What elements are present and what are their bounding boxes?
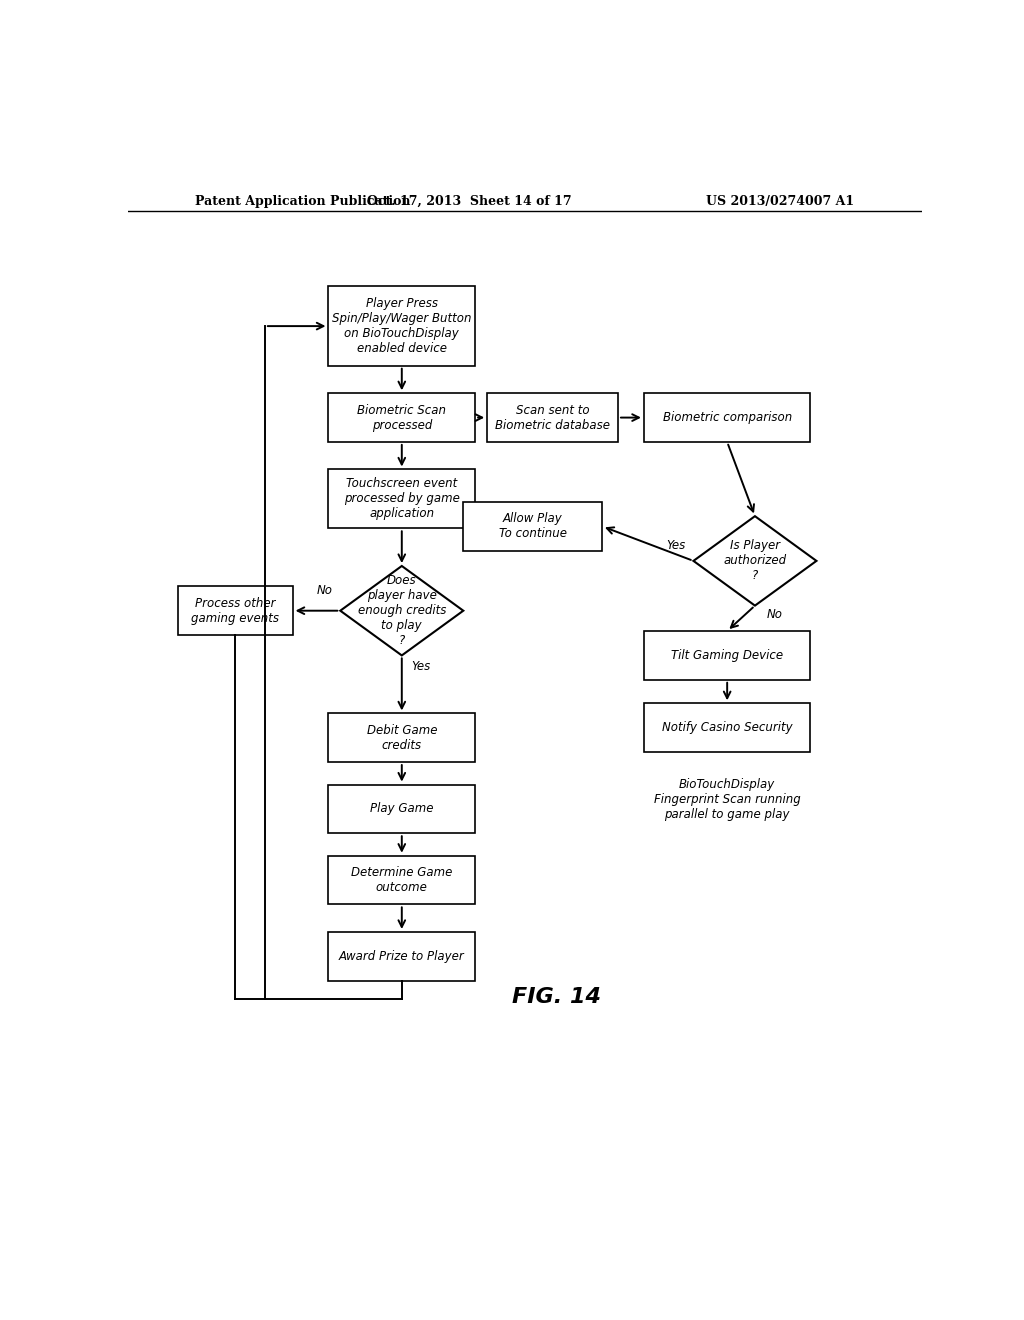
FancyBboxPatch shape bbox=[644, 704, 811, 752]
Text: No: No bbox=[767, 607, 783, 620]
Text: Touchscreen event
processed by game
application: Touchscreen event processed by game appl… bbox=[344, 478, 460, 520]
Text: Is Player
authorized
?: Is Player authorized ? bbox=[723, 540, 786, 582]
Text: Process other
gaming events: Process other gaming events bbox=[191, 597, 280, 624]
Text: No: No bbox=[316, 585, 333, 598]
Text: Yes: Yes bbox=[667, 539, 685, 552]
Text: US 2013/0274007 A1: US 2013/0274007 A1 bbox=[706, 194, 854, 207]
FancyBboxPatch shape bbox=[329, 470, 475, 528]
Text: Notify Casino Security: Notify Casino Security bbox=[662, 721, 793, 734]
FancyBboxPatch shape bbox=[329, 393, 475, 442]
FancyBboxPatch shape bbox=[644, 631, 811, 680]
FancyBboxPatch shape bbox=[463, 502, 602, 550]
Text: Oct. 17, 2013  Sheet 14 of 17: Oct. 17, 2013 Sheet 14 of 17 bbox=[367, 194, 571, 207]
FancyBboxPatch shape bbox=[644, 393, 811, 442]
FancyBboxPatch shape bbox=[487, 393, 618, 442]
Polygon shape bbox=[340, 566, 463, 656]
Text: Biometric Scan
processed: Biometric Scan processed bbox=[357, 404, 446, 432]
Text: Debit Game
credits: Debit Game credits bbox=[367, 723, 437, 752]
Text: Determine Game
outcome: Determine Game outcome bbox=[351, 866, 453, 894]
Text: BioTouchDisplay
Fingerprint Scan running
parallel to game play: BioTouchDisplay Fingerprint Scan running… bbox=[653, 779, 801, 821]
FancyBboxPatch shape bbox=[329, 713, 475, 762]
Text: Patent Application Publication: Patent Application Publication bbox=[196, 194, 411, 207]
Text: Scan sent to
Biometric database: Scan sent to Biometric database bbox=[495, 404, 610, 432]
Text: Biometric comparison: Biometric comparison bbox=[663, 411, 792, 424]
FancyBboxPatch shape bbox=[329, 784, 475, 833]
Text: Player Press
Spin/Play/Wager Button
on BioTouchDisplay
enabled device: Player Press Spin/Play/Wager Button on B… bbox=[332, 297, 471, 355]
FancyBboxPatch shape bbox=[177, 586, 293, 635]
Text: Tilt Gaming Device: Tilt Gaming Device bbox=[671, 649, 783, 661]
Polygon shape bbox=[693, 516, 816, 606]
FancyBboxPatch shape bbox=[329, 855, 475, 904]
Text: Award Prize to Player: Award Prize to Player bbox=[339, 950, 465, 962]
Text: FIG. 14: FIG. 14 bbox=[512, 987, 601, 1007]
Text: Does
player have
enough credits
to play
?: Does player have enough credits to play … bbox=[357, 574, 446, 647]
FancyBboxPatch shape bbox=[329, 932, 475, 981]
Text: Allow Play
To continue: Allow Play To continue bbox=[499, 512, 566, 540]
FancyBboxPatch shape bbox=[329, 286, 475, 366]
Text: Play Game: Play Game bbox=[370, 803, 433, 816]
Text: Yes: Yes bbox=[412, 660, 430, 673]
